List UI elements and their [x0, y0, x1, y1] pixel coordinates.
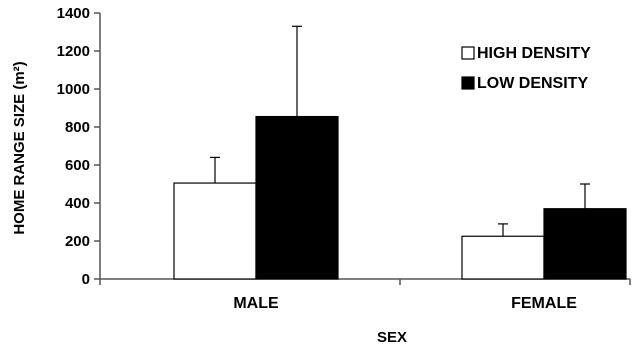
y-tick-label: 1200 [57, 43, 90, 60]
y-tick-label: 1000 [57, 81, 90, 98]
bar [543, 208, 627, 280]
bar [255, 115, 339, 280]
y-tick-label: 800 [65, 119, 90, 136]
y-tick-label: 0 [82, 271, 90, 288]
legend-label: HIGH DENSITY [477, 45, 591, 62]
y-axis-title: HOME RANGE SIZE (m²) [11, 61, 28, 234]
legend-label: LOW DENSITY [477, 75, 588, 92]
x-axis-title: SEX [377, 329, 407, 346]
y-tick-label: 600 [65, 157, 90, 174]
legend-swatch [461, 76, 475, 90]
x-tick-label: MALE [233, 295, 279, 312]
plot-area: 0 200 400 600 800 1000 1200 1400 MALE FEMALE HIGH … [57, 5, 631, 312]
y-tick-label: 400 [65, 195, 90, 212]
y-tick-label: 1400 [57, 5, 90, 22]
y-tick-label: 200 [65, 233, 90, 250]
x-tick-label: FEMALE [511, 295, 577, 312]
legend-swatch [461, 46, 475, 60]
bar [173, 182, 257, 280]
bar [461, 235, 545, 280]
